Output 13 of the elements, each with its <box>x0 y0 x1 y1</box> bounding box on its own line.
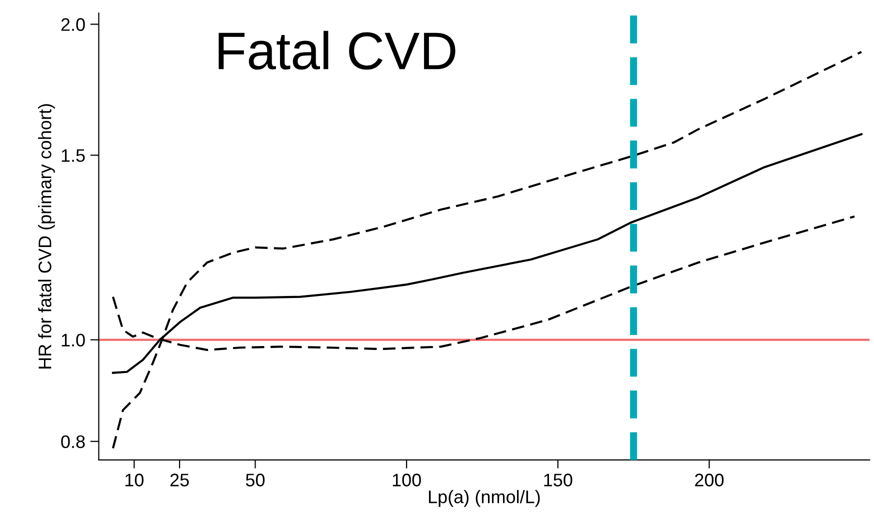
y-tick-label: 0.8 <box>61 435 85 448</box>
x-tick-label: 100 <box>392 474 421 486</box>
x-tick-label: 150 <box>544 474 572 486</box>
x-tick-label: 50 <box>246 474 265 486</box>
y-tick-label: 1.0 <box>62 334 85 347</box>
x-tick-label: 25 <box>170 474 189 486</box>
chart-title: Fatal CVD <box>218 30 456 70</box>
y-axis-title: HR for fatal CVD (primary cohort) <box>38 104 55 368</box>
y-tick-label: 2.0 <box>61 18 85 31</box>
x-tick-label: 10 <box>126 474 144 486</box>
x-axis-title: Lp(a) (nmol/L) <box>428 490 540 507</box>
x-tick-label: 200 <box>695 474 724 486</box>
y-tick-label: 1.5 <box>62 149 85 162</box>
